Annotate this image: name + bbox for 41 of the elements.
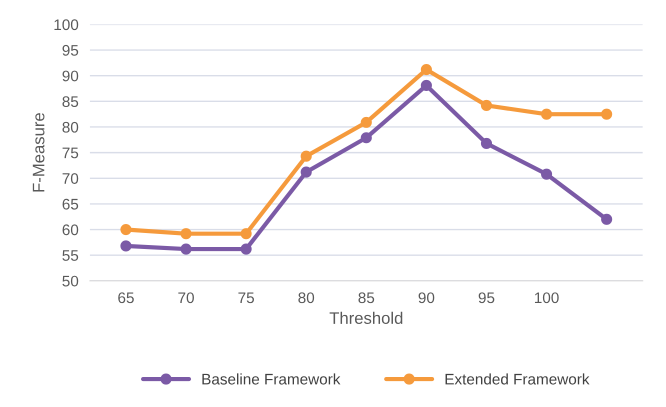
y-tick-label: 80 — [62, 122, 78, 133]
x-tick-label: 90 — [418, 292, 434, 304]
point — [360, 116, 372, 128]
point — [300, 166, 312, 178]
x-tick-label: 100 — [534, 292, 559, 304]
point — [420, 80, 432, 91]
point — [541, 168, 552, 180]
x-axis-title: Threshold — [330, 312, 402, 324]
point — [541, 108, 552, 120]
x-tick-label: 75 — [238, 292, 254, 304]
point — [480, 100, 492, 111]
y-tick-label: 50 — [62, 276, 78, 287]
point — [480, 138, 492, 149]
point — [120, 240, 132, 252]
x-tick-label: 65 — [118, 292, 134, 304]
y-tick-label: 85 — [62, 96, 78, 108]
y-tick-label: 100 — [54, 19, 78, 30]
point — [240, 228, 252, 240]
y-tick-label: 55 — [62, 250, 78, 261]
point — [240, 243, 252, 255]
x-tick-label: 80 — [298, 292, 314, 304]
x-tick-label: 95 — [478, 292, 494, 304]
x-tick-label: 85 — [358, 292, 374, 304]
point — [601, 214, 612, 225]
point — [300, 150, 312, 162]
y-axis-title: F-Measure — [32, 113, 44, 192]
y-tick-label: 70 — [62, 173, 78, 184]
point — [360, 132, 372, 144]
legend-label: Baseline Framework — [202, 373, 340, 385]
y-tick-label: 90 — [62, 70, 78, 82]
x-tick-label: 70 — [178, 292, 194, 304]
point — [420, 64, 432, 76]
point — [120, 224, 132, 236]
y-tick-label: 65 — [62, 198, 78, 210]
y-tick-label: 60 — [62, 224, 78, 236]
y-tick-label: 75 — [62, 148, 78, 158]
point — [180, 243, 192, 255]
point — [180, 228, 192, 240]
legend-label: Extended Framework — [446, 373, 590, 385]
point — [601, 108, 612, 120]
y-tick-label: 95 — [62, 44, 78, 56]
